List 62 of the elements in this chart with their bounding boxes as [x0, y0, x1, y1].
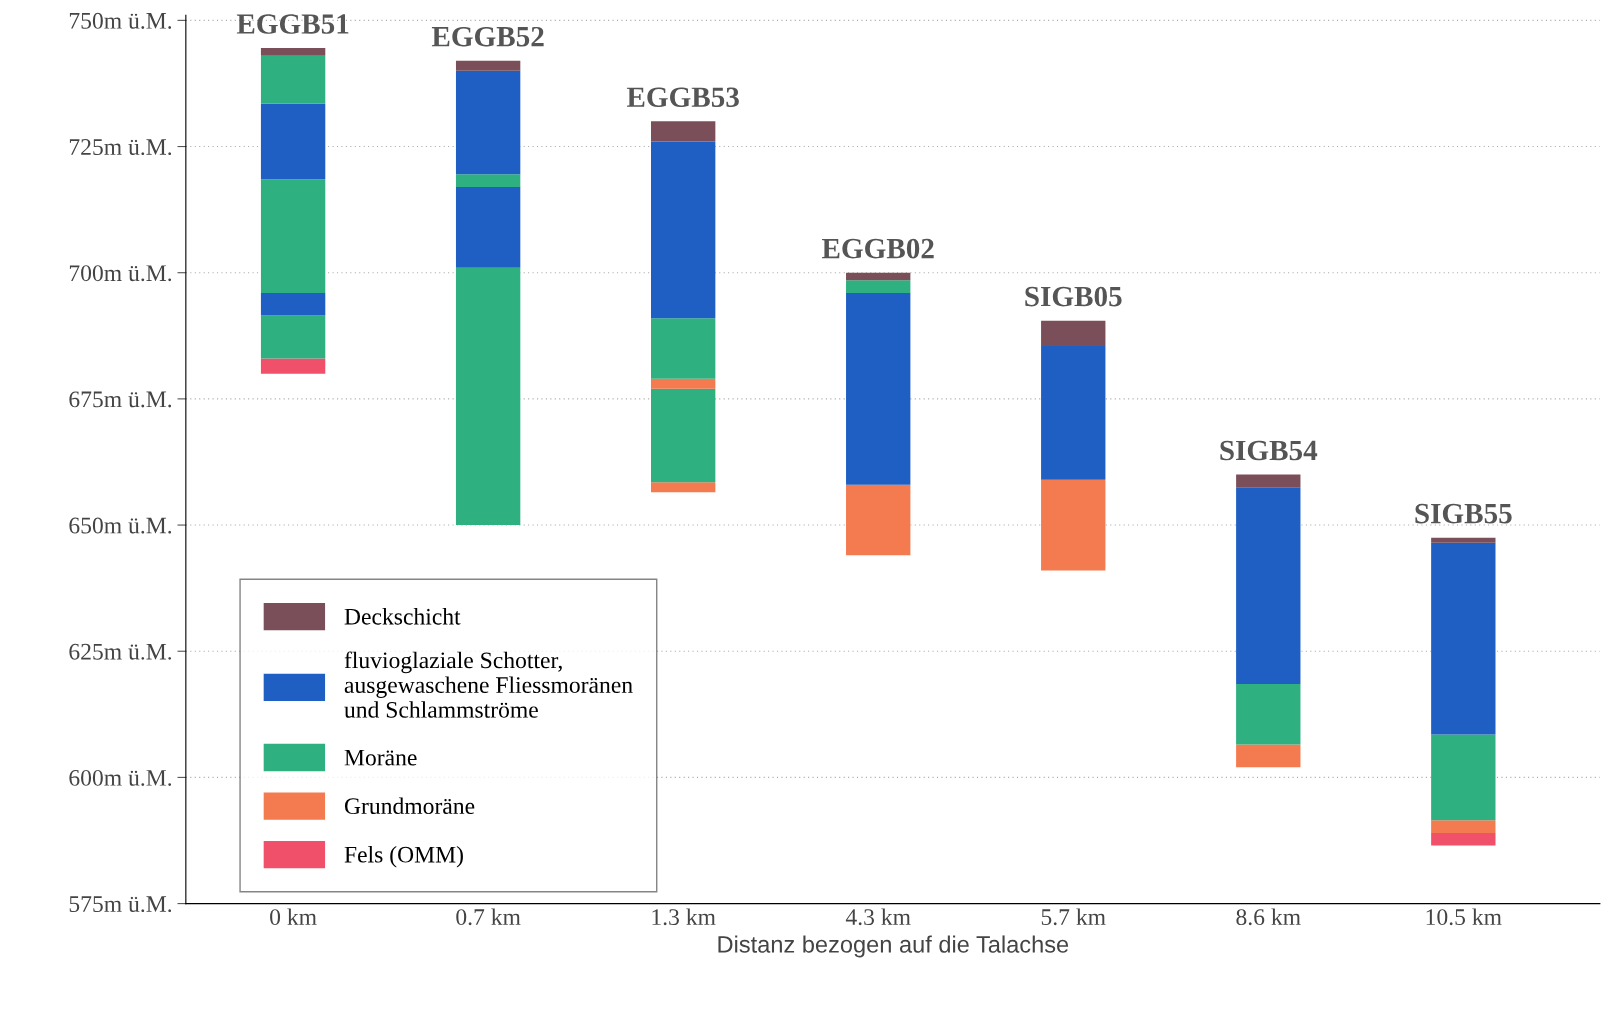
bar	[1236, 684, 1301, 745]
bar	[1236, 487, 1301, 685]
bar	[1041, 479, 1106, 571]
bar	[1041, 345, 1106, 480]
x-tick-label: 5.7 km	[1041, 908, 1106, 926]
annotation: EGGB53	[626, 87, 739, 108]
legend-label: Moräne	[344, 749, 417, 766]
bar	[260, 179, 326, 293]
x-axis-title: Distanz bezogen auf die Talachse	[718, 935, 1069, 958]
legend-label: Grundmoräne	[344, 797, 475, 815]
bar	[455, 186, 521, 268]
annotation: SIGB54	[1220, 440, 1318, 461]
bar	[1431, 820, 1496, 833]
bar	[1431, 542, 1496, 735]
bar	[846, 484, 911, 556]
annotation: EGGB51	[236, 14, 349, 34]
x-tick-label: 10.5 km	[1426, 908, 1502, 926]
bar	[455, 60, 521, 71]
bar	[1431, 734, 1496, 821]
x-tick-label: 8.6 km	[1236, 908, 1301, 926]
y-tick-label: 750m ü.M.	[69, 12, 172, 29]
bar	[1236, 744, 1301, 768]
bar	[1431, 832, 1496, 846]
bar	[651, 482, 716, 493]
bar	[651, 388, 716, 483]
bar	[260, 48, 326, 56]
bar	[260, 358, 326, 374]
annotation: SIGB55	[1415, 503, 1512, 524]
y-tick-label: 575m ü.M.	[69, 896, 172, 913]
legend-label: fluvioglaziale Schotter, ausgewaschene Fliessmoränen und Schlammströme	[344, 651, 633, 718]
y-tick-label: 675m ü.M.	[69, 391, 172, 408]
bar	[260, 292, 326, 316]
bar	[1431, 537, 1496, 543]
bar	[455, 174, 521, 187]
x-tick-label: 0 km	[270, 908, 317, 926]
legend-label: Fels (OMM)	[344, 846, 463, 868]
bar	[455, 267, 521, 526]
bar	[846, 280, 911, 293]
bar	[260, 315, 326, 359]
annotation: SIGB05	[1025, 286, 1122, 307]
y-tick-label: 725m ü.M.	[69, 139, 172, 156]
bar	[260, 55, 326, 104]
bar	[1041, 320, 1106, 346]
bar	[651, 121, 716, 142]
bar	[651, 378, 716, 389]
legend-label: Deckschicht	[344, 608, 461, 625]
x-tick-label: 1.3 km	[652, 908, 716, 926]
annotation: EGGB02	[821, 238, 934, 259]
bar	[260, 103, 326, 180]
bar	[1236, 474, 1301, 488]
bar	[651, 141, 716, 319]
y-tick-label: 650m ü.M.	[69, 517, 172, 534]
bar	[846, 292, 911, 485]
annotation: EGGB52	[431, 26, 544, 47]
bar	[651, 318, 716, 379]
y-tick-label: 625m ü.M.	[69, 643, 172, 660]
x-tick-label: 0.7 km	[456, 908, 521, 926]
bar	[455, 70, 521, 175]
bar	[846, 272, 911, 281]
y-tick-label: 600m ü.M.	[69, 769, 172, 786]
x-tick-label: 4.3 km	[845, 908, 911, 926]
y-tick-label: 700m ü.M.	[69, 265, 172, 282]
